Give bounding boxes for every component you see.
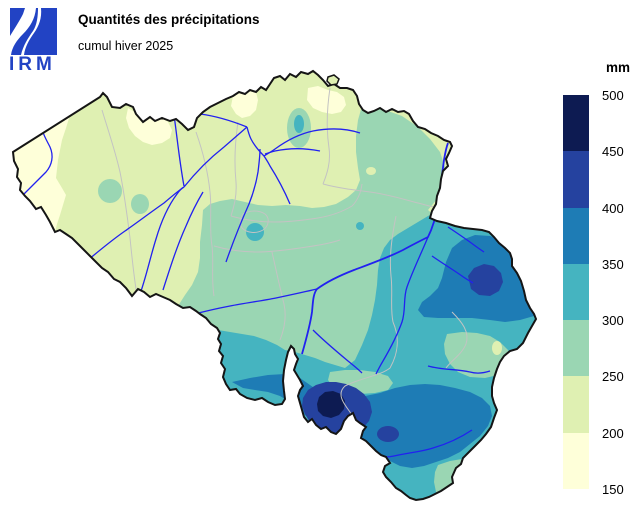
- region-450-500-core: [317, 391, 345, 418]
- spot-200-250-limburg: [366, 167, 376, 175]
- river-canal-ghent: [173, 114, 185, 187]
- page-title: Quantités des précipitations: [78, 12, 260, 27]
- region-400-450-small: [377, 426, 399, 442]
- legend-band-250-300: [563, 320, 589, 377]
- legend-tick-200: 200: [602, 426, 624, 441]
- legend-band-350-400: [563, 207, 589, 264]
- region-250-300-gaume: [434, 459, 480, 499]
- page-subtitle: cumul hiver 2025: [78, 39, 174, 53]
- river-vesdre: [447, 226, 485, 253]
- legend-unit-label: mm: [606, 60, 631, 75]
- region-150-200-antwerp: [231, 90, 258, 118]
- irm-logo: IRM: [9, 8, 57, 72]
- region-250-300-kemmel: [98, 179, 122, 203]
- legend-tick-450: 450: [602, 144, 624, 159]
- river-ambleve: [431, 255, 474, 284]
- legend-tick-350: 350: [602, 257, 624, 272]
- river-yser: [21, 131, 53, 197]
- spot-200-250-stvith: [492, 341, 502, 355]
- legend-band-300-350: [563, 263, 589, 321]
- river-sambre: [182, 288, 318, 318]
- legend-color-bar: [563, 95, 589, 489]
- spot-300-350-small: [356, 222, 364, 230]
- region-150-200-ghent: [126, 108, 172, 145]
- legend-band-200-250: [563, 376, 589, 433]
- river-sure: [427, 365, 491, 374]
- river-senne: [225, 148, 261, 263]
- region-250-300-blob2: [131, 194, 149, 214]
- legend-tick-250: 250: [602, 369, 624, 384]
- legend-tick-150: 150: [602, 482, 624, 497]
- legend-band-150-200: [563, 432, 589, 489]
- legend-band-400-450: [563, 151, 589, 208]
- region-400-450-fagnes-core: [468, 264, 503, 296]
- region-150-200-coast: [13, 115, 70, 232]
- logo-text: IRM: [9, 54, 56, 72]
- belgium-outline: [11, 69, 538, 502]
- spot-300-350-kempen-core: [294, 115, 304, 133]
- river-scheldt-upper: [138, 186, 185, 298]
- region-150-200-kempen: [307, 86, 346, 114]
- river-dijle: [246, 126, 291, 205]
- river-nete: [264, 148, 321, 155]
- legend-tick-300: 300: [602, 313, 624, 328]
- baarle-enclave: [326, 74, 340, 86]
- logo-swoosh: [10, 8, 36, 55]
- legend-tick-400: 400: [602, 201, 624, 216]
- river-lesse: [312, 329, 363, 374]
- river-scheldt-lower: [183, 126, 248, 188]
- river-ourthe: [375, 236, 429, 375]
- river-dender: [162, 191, 204, 291]
- legend-tick-500: 500: [602, 88, 624, 103]
- logo-swoosh-2: [21, 8, 42, 55]
- legend-band-450-500: [563, 95, 589, 152]
- river-leie: [87, 186, 185, 261]
